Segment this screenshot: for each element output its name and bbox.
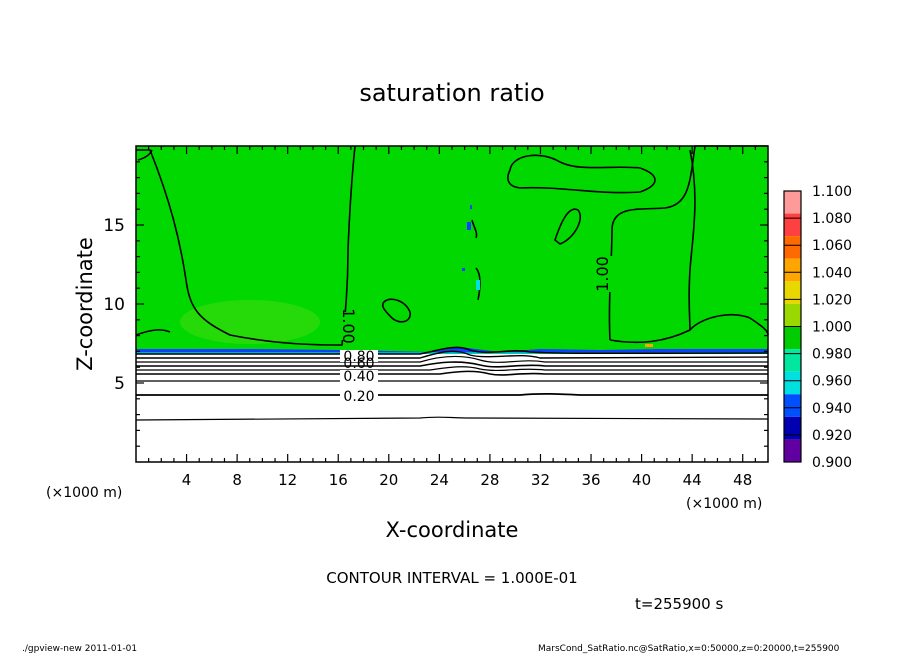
contour-blob-low	[381, 298, 411, 323]
contour-left-edge	[135, 329, 171, 336]
x-tick-label: 48	[733, 471, 752, 489]
colorbar-label: 0.980	[812, 347, 852, 363]
y-axis-label: Z-coordinate	[73, 237, 97, 371]
colorbar-label: 0.920	[812, 428, 852, 444]
specks	[462, 205, 653, 347]
colorbar-label: 0.900	[812, 455, 852, 471]
x-unit-left: (×1000 m)	[46, 485, 122, 501]
x-tick-label: 20	[379, 471, 398, 489]
light-patch	[180, 300, 320, 344]
x-tick-label: 40	[632, 471, 651, 489]
colorbar-swatch	[784, 281, 801, 304]
x-tick-label: 44	[683, 471, 702, 489]
y-axis: 5 10 15	[103, 161, 768, 447]
contour-0-40	[136, 370, 768, 376]
colorbar-swatch	[784, 303, 801, 327]
plot-area: 1.00 1.00 0.80 0.60 0.40 0.20	[135, 145, 769, 463]
x-tick-label: 24	[430, 471, 449, 489]
contour-0-80	[136, 350, 769, 359]
footer-right: MarsCond_SatRatio.nc@SatRatio,x=0:50000,…	[538, 644, 840, 654]
colorbar-swatch	[784, 326, 801, 350]
contour-label-0-20: 0.20	[343, 389, 374, 405]
time-label: t=255900 s	[635, 595, 723, 613]
contour-0-50	[136, 366, 768, 371]
colorbar-label: 1.040	[812, 265, 852, 281]
y-tick-label: 10	[103, 295, 125, 315]
contour-label-left-1-00: 1.00	[339, 308, 358, 344]
contour-1-00-left	[136, 145, 356, 346]
contour-blob-top	[507, 154, 656, 194]
contour-0-20	[136, 392, 768, 396]
colorbar-swatch	[784, 349, 801, 372]
contour-1-00-right-bottom	[609, 314, 769, 344]
y-tick-label: 5	[114, 374, 125, 394]
colorbar-swatch	[784, 371, 801, 395]
colorbar-label: 0.960	[812, 374, 852, 390]
x-unit-right: (×1000 m)	[686, 496, 762, 512]
contour-label-0-60: 0.60	[343, 356, 374, 372]
colorbar-swatch	[784, 258, 801, 282]
x-tick-label: 8	[232, 471, 242, 489]
x-tick-label: 36	[581, 471, 600, 489]
x-axis: 4 8 12 16 20 24 28 32 36 40 44 48	[148, 146, 756, 489]
colorbar-swatch	[784, 213, 801, 237]
colorbar-swatch	[784, 416, 801, 440]
contour-blob-mid	[554, 208, 582, 245]
contour-0-70	[136, 355, 768, 363]
contour-0-90	[136, 346, 769, 355]
colorbar-swatch	[784, 191, 801, 214]
contour-right-vertical	[688, 149, 696, 331]
contour-label-0-40: 0.40	[343, 369, 374, 385]
colorbar-label: 1.100	[812, 184, 852, 200]
y-tick-label: 15	[103, 216, 125, 236]
colorbar-label: 0.940	[812, 401, 852, 417]
blue-boundary-band	[136, 347, 768, 353]
x-tick-label: 32	[531, 471, 550, 489]
colorbar: 1.100 1.080 1.060 1.040 1.020 1.000 0.980 0.960…	[783, 184, 852, 471]
chart-title: saturation ratio	[359, 79, 544, 107]
colorbar-swatch	[784, 439, 801, 462]
x-tick-label: 28	[480, 471, 499, 489]
colorbar-label: 1.060	[812, 238, 852, 254]
x-tick-label: 12	[278, 471, 297, 489]
x-tick-label: 16	[329, 471, 348, 489]
x-tick-label: 4	[182, 471, 192, 489]
x-axis-label: X-coordinate	[386, 518, 519, 542]
contour-interval: CONTOUR INTERVAL = 1.000E-01	[326, 569, 577, 587]
colorbar-label: 1.080	[812, 211, 852, 227]
footer-left: ./gpview-new 2011-01-01	[22, 644, 137, 654]
colorbar-swatch	[784, 236, 801, 259]
contour-0-60	[136, 361, 768, 368]
colorbar-label: 1.020	[812, 292, 852, 308]
colorbar-swatch	[784, 394, 801, 417]
contour-corner-left	[137, 149, 153, 161]
contour-lines-lower	[135, 346, 769, 421]
contour-label-right-1-00: 1.00	[593, 256, 612, 292]
colorbar-label: 1.000	[812, 320, 852, 336]
contour-label-0-80: 0.80	[343, 349, 374, 365]
contour-0-10	[135, 416, 769, 421]
